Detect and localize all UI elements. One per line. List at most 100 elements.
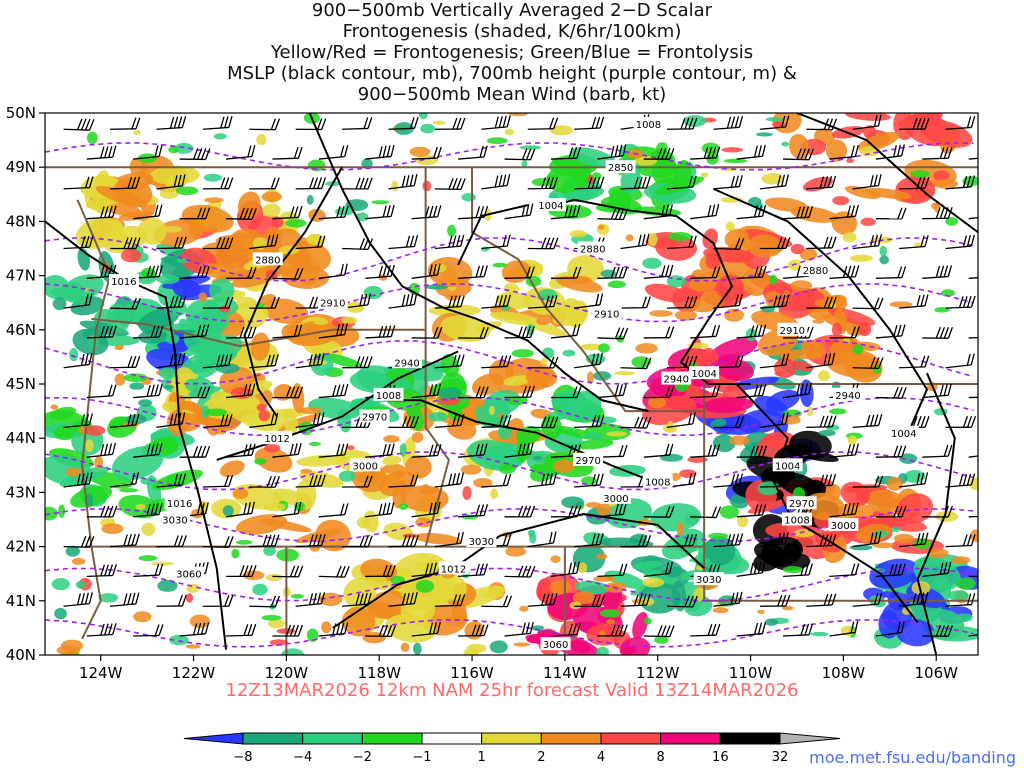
barb-flag	[808, 326, 814, 339]
barb-flag	[158, 383, 163, 396]
barb-flag	[243, 326, 249, 339]
wind-barb	[295, 474, 326, 488]
barb-flag	[614, 266, 620, 279]
barb-shaft	[411, 512, 438, 518]
frontogenesis-speck	[764, 618, 779, 626]
frontogenesis-speck	[219, 305, 231, 313]
wind-barb	[318, 205, 349, 220]
frontogenesis-patch	[254, 447, 293, 473]
barb-flag	[545, 416, 551, 428]
wind-barb	[759, 475, 791, 488]
frontogenesis-patch	[919, 119, 973, 148]
frontogenesis-speck	[790, 280, 813, 291]
source-credit[interactable]: moe.met.fsu.edu/banding	[809, 748, 1016, 767]
barb-flag	[665, 326, 671, 338]
barb-flag	[80, 414, 86, 426]
barb-flag	[251, 443, 256, 456]
frontogenesis-speck	[596, 646, 610, 655]
barb-flag	[753, 504, 759, 516]
frontogenesis-speck	[852, 344, 864, 355]
frontogenesis-speck	[445, 293, 461, 301]
barb-flag	[761, 204, 767, 217]
barb-flag	[688, 534, 694, 546]
barb-flag	[154, 503, 159, 515]
barb-shaft	[481, 126, 508, 130]
barb-shaft	[411, 632, 438, 637]
barb-shaft	[272, 512, 299, 518]
barb-flag	[734, 533, 740, 546]
wind-barb	[434, 472, 464, 488]
wind-barb	[318, 145, 349, 160]
barb-flag	[869, 532, 874, 545]
barb-flag	[622, 144, 627, 156]
barb-shaft	[852, 307, 879, 310]
barb-shaft	[504, 158, 531, 161]
barb-shaft	[875, 335, 902, 339]
barb-flag	[108, 205, 113, 218]
barb-shaft	[225, 454, 252, 458]
frontogenesis-speck	[313, 319, 329, 325]
wind-barb	[899, 532, 929, 548]
barb-flag	[618, 503, 623, 515]
frontogenesis-speck	[65, 545, 80, 557]
frontogenesis-speck	[398, 503, 409, 511]
barb-shaft	[86, 395, 113, 399]
barb-flag	[572, 623, 577, 636]
barb-flag	[88, 592, 93, 604]
barb-flag	[800, 623, 806, 636]
barb-flag	[131, 176, 137, 189]
barb-flag	[312, 413, 317, 426]
barb-flag	[479, 145, 484, 158]
barb-flag	[846, 444, 852, 456]
frontogenesis-speck	[572, 591, 596, 604]
barb-flag	[823, 236, 829, 249]
barb-shaft	[690, 214, 717, 220]
barb-shaft	[574, 363, 601, 369]
barb-flag	[692, 355, 698, 368]
wind-barb	[133, 383, 163, 399]
contour-label: 1004	[538, 201, 563, 212]
wind-barb	[666, 175, 697, 190]
frontogenesis-speck	[120, 249, 142, 263]
wind-barb	[388, 235, 419, 250]
barb-shaft	[852, 542, 879, 548]
wind-barb	[643, 326, 675, 339]
barb-flag	[529, 442, 534, 455]
contour-label: 2880	[255, 255, 280, 266]
wind-barb	[666, 595, 698, 608]
barb-shaft	[63, 246, 90, 250]
height-contour	[45, 142, 974, 171]
wind-barb	[527, 472, 557, 488]
barb-flag	[688, 355, 694, 368]
wind-barb	[365, 564, 396, 578]
frontogenesis-speck	[492, 262, 508, 268]
barb-flag	[924, 117, 930, 130]
barb-shaft	[875, 574, 902, 578]
barb-flag	[610, 624, 616, 637]
barb-flag	[753, 145, 758, 158]
barb-flag	[293, 443, 298, 455]
frontogenesis-speck	[761, 173, 784, 185]
frontogenesis-speck	[774, 371, 786, 377]
frontogenesis-speck	[956, 577, 976, 590]
barb-flag	[274, 177, 280, 189]
barb-flag	[386, 502, 391, 515]
frontogenesis-speck	[757, 481, 780, 496]
barb-flag	[762, 445, 768, 458]
frontogenesis-speck	[214, 427, 226, 435]
frontogenesis-speck	[519, 145, 541, 150]
barb-flag	[251, 383, 256, 396]
frontogenesis-speck	[235, 540, 253, 545]
barb-shaft	[574, 484, 601, 488]
frontogenesis-speck	[606, 431, 628, 437]
barb-flag	[344, 443, 349, 456]
barb-shaft	[597, 394, 624, 399]
frontogenesis-patch	[865, 187, 912, 200]
barb-flag	[112, 384, 117, 396]
barb-flag	[781, 237, 787, 249]
frontogenesis-speck	[914, 242, 922, 248]
frontogenesis-patch	[788, 133, 810, 160]
barb-flag	[935, 265, 941, 278]
barb-flag	[433, 146, 438, 159]
barb-flag	[80, 236, 86, 248]
